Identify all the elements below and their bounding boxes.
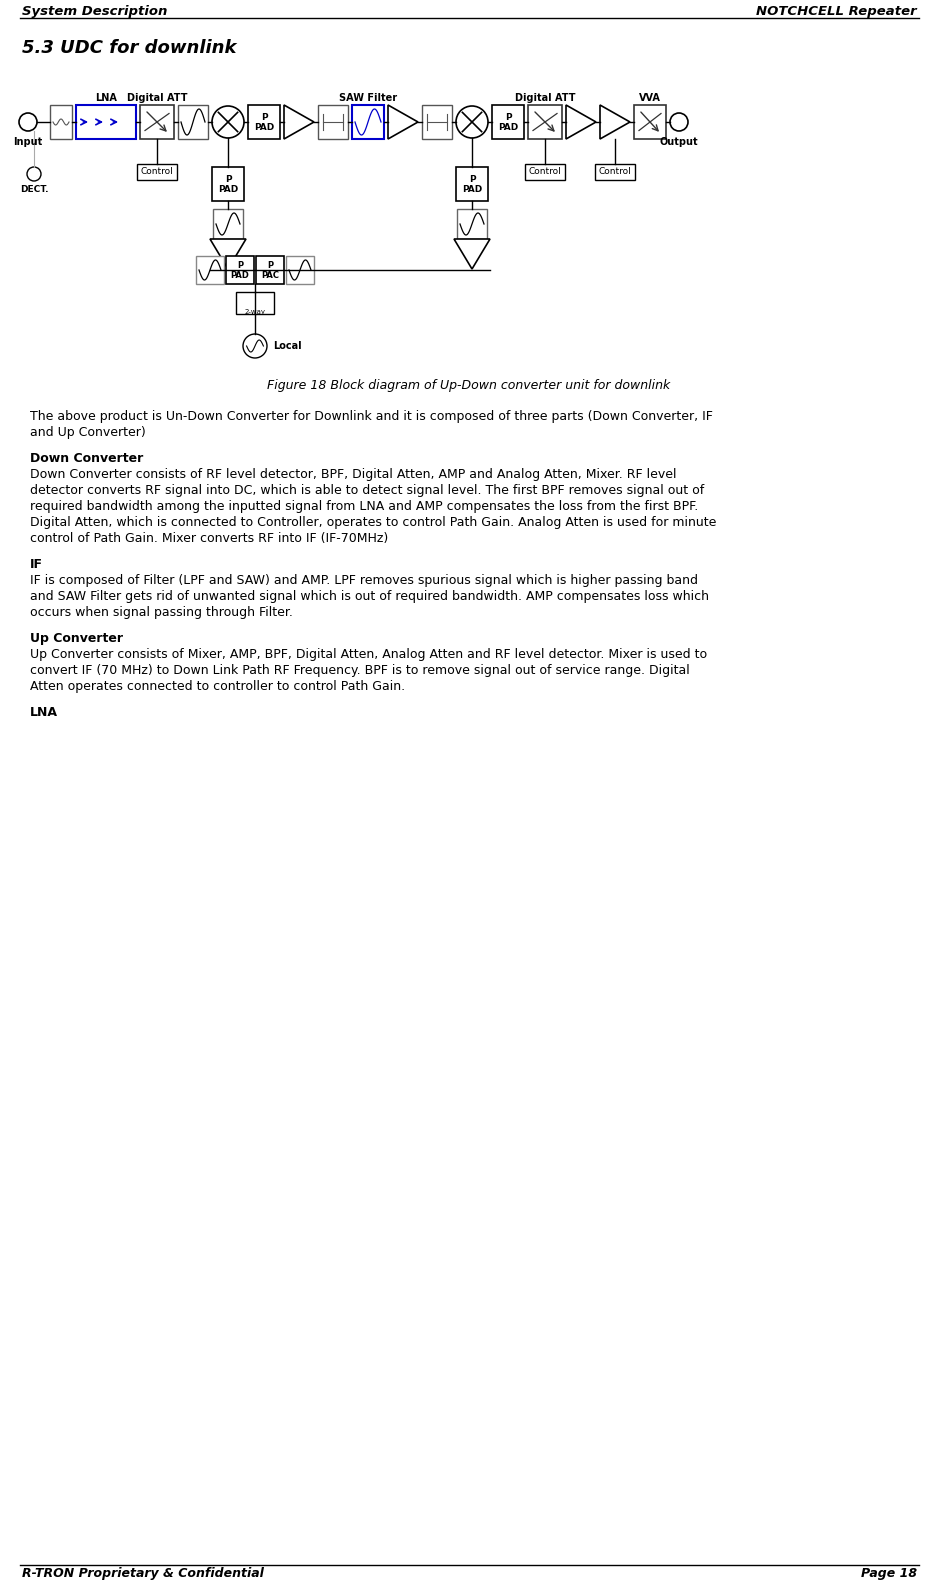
Polygon shape <box>600 105 630 140</box>
Bar <box>50 105 72 140</box>
Text: Up Converter: Up Converter <box>30 632 123 645</box>
Text: P: P <box>224 175 231 184</box>
Text: Digital ATT: Digital ATT <box>515 94 576 103</box>
Polygon shape <box>454 240 490 268</box>
Text: PAD: PAD <box>498 122 518 132</box>
Text: 5.3 UDC for downlink: 5.3 UDC for downlink <box>22 40 237 57</box>
Text: The above product is Un-Down Converter for Downlink and it is composed of three : The above product is Un-Down Converter f… <box>30 410 713 422</box>
Text: SAW Filter: SAW Filter <box>339 94 397 103</box>
Text: Page 18: Page 18 <box>861 1567 917 1580</box>
Text: Atten operates connected to controller to control Path Gain.: Atten operates connected to controller t… <box>30 680 405 692</box>
Text: PAD: PAD <box>218 184 239 194</box>
Bar <box>492 105 524 140</box>
Circle shape <box>243 333 267 357</box>
Bar <box>76 105 136 140</box>
Text: Down Converter: Down Converter <box>30 453 144 465</box>
Bar <box>525 164 565 179</box>
Bar <box>256 256 284 284</box>
Text: PAD: PAD <box>462 184 482 194</box>
Text: and Up Converter): and Up Converter) <box>30 426 146 438</box>
Text: and SAW Filter gets rid of unwanted signal which is out of required bandwidth. A: and SAW Filter gets rid of unwanted sign… <box>30 591 709 603</box>
Text: Down Converter consists of RF level detector, BPF, Digital Atten, AMP and Analog: Down Converter consists of RF level dete… <box>30 468 676 481</box>
Bar <box>213 210 243 240</box>
Bar <box>140 105 174 140</box>
Bar <box>422 105 452 140</box>
Text: VVA: VVA <box>639 94 661 103</box>
Polygon shape <box>284 105 314 140</box>
Circle shape <box>456 106 488 138</box>
Text: Up Converter consists of Mixer, AMP, BPF, Digital Atten, Analog Atten and RF lev: Up Converter consists of Mixer, AMP, BPF… <box>30 648 707 661</box>
Polygon shape <box>388 105 418 140</box>
Text: P: P <box>504 113 512 122</box>
Polygon shape <box>210 240 246 268</box>
Text: Output: Output <box>660 137 699 148</box>
Text: P: P <box>237 262 243 270</box>
Text: PAD: PAD <box>231 270 250 279</box>
Text: LNA: LNA <box>95 94 117 103</box>
Bar <box>318 105 348 140</box>
Text: R-TRON Proprietary & Confidential: R-TRON Proprietary & Confidential <box>22 1567 264 1580</box>
Bar <box>595 164 635 179</box>
Bar <box>528 105 562 140</box>
Text: IF is composed of Filter (LPF and SAW) and AMP. LPF removes spurious signal whic: IF is composed of Filter (LPF and SAW) a… <box>30 573 698 588</box>
Text: PAD: PAD <box>254 122 274 132</box>
Text: System Description: System Description <box>22 5 167 19</box>
Bar <box>178 105 208 140</box>
Text: Figure 18 Block diagram of Up-Down converter unit for downlink: Figure 18 Block diagram of Up-Down conve… <box>268 380 670 392</box>
Bar <box>196 256 224 284</box>
Text: Control: Control <box>529 167 562 176</box>
Text: DECT.: DECT. <box>20 184 48 194</box>
Bar <box>456 167 488 202</box>
Circle shape <box>670 113 688 130</box>
Text: PAC: PAC <box>261 270 279 279</box>
Bar <box>634 105 666 140</box>
Bar <box>352 105 384 140</box>
Text: required bandwidth among the inputted signal from LNA and AMP compensates the lo: required bandwidth among the inputted si… <box>30 500 699 513</box>
Text: Control: Control <box>599 167 631 176</box>
Bar <box>137 164 177 179</box>
Circle shape <box>19 113 37 130</box>
Text: Local: Local <box>273 341 301 351</box>
Text: Control: Control <box>141 167 174 176</box>
Text: IF: IF <box>30 557 43 572</box>
Bar <box>236 292 274 314</box>
Polygon shape <box>566 105 596 140</box>
Text: 2-way: 2-way <box>244 310 266 314</box>
Text: P: P <box>267 262 273 270</box>
Text: convert IF (70 MHz) to Down Link Path RF Frequency. BPF is to remove signal out : convert IF (70 MHz) to Down Link Path RF… <box>30 664 690 676</box>
Text: control of Path Gain. Mixer converts RF into IF (IF-70MHz): control of Path Gain. Mixer converts RF … <box>30 532 388 545</box>
Bar <box>457 210 487 240</box>
Text: NOTCHCELL Repeater: NOTCHCELL Repeater <box>757 5 917 19</box>
Text: occurs when signal passing through Filter.: occurs when signal passing through Filte… <box>30 607 293 619</box>
Circle shape <box>212 106 244 138</box>
Circle shape <box>27 167 41 181</box>
Text: Digital Atten, which is connected to Controller, operates to control Path Gain. : Digital Atten, which is connected to Con… <box>30 516 716 529</box>
Bar <box>226 256 254 284</box>
Bar <box>286 256 314 284</box>
Text: LNA: LNA <box>30 707 58 719</box>
Bar <box>248 105 280 140</box>
Text: detector converts RF signal into DC, which is able to detect signal level. The f: detector converts RF signal into DC, whi… <box>30 484 704 497</box>
Text: P: P <box>469 175 475 184</box>
Text: Digital ATT: Digital ATT <box>127 94 187 103</box>
Bar <box>212 167 244 202</box>
Text: P: P <box>261 113 268 122</box>
Text: Input: Input <box>13 137 42 148</box>
